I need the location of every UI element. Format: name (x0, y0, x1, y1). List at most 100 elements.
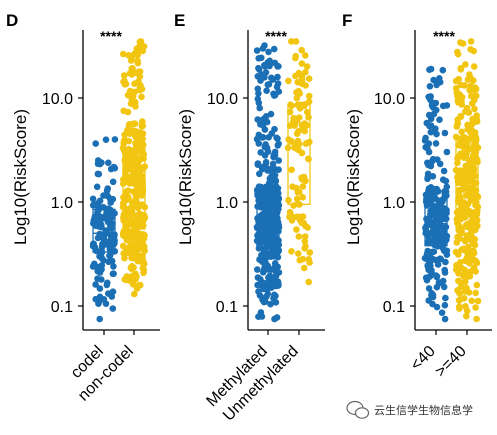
data-point (96, 269, 104, 276)
data-point (96, 315, 103, 323)
data-point (471, 146, 478, 154)
data-point (96, 212, 103, 220)
data-point (260, 251, 268, 258)
data-point (459, 180, 466, 187)
data-point (126, 87, 134, 95)
data-point (255, 288, 262, 295)
data-point (438, 309, 446, 317)
data-point (459, 40, 467, 47)
data-point (454, 92, 461, 100)
data-point (261, 63, 269, 70)
y-tick-label-F-2: 10.0 (374, 91, 405, 108)
box-D-0 (92, 208, 116, 253)
data-point (96, 285, 104, 292)
data-point (273, 134, 280, 142)
data-point (427, 207, 434, 215)
data-point (265, 203, 272, 211)
data-point (456, 303, 463, 311)
box-E-0 (256, 191, 280, 245)
data-point (301, 245, 309, 252)
data-point (443, 251, 451, 258)
data-point (128, 198, 136, 206)
data-point (298, 46, 306, 54)
data-point (141, 247, 148, 254)
data-point (264, 148, 272, 155)
data-point (274, 253, 282, 261)
data-point (441, 315, 449, 323)
data-point (255, 313, 262, 321)
data-point (474, 297, 482, 305)
data-point (302, 82, 309, 89)
data-point (299, 125, 306, 132)
data-point (102, 136, 110, 143)
data-point (463, 312, 470, 320)
y-axis-label-E: Log10(RiskScore) (176, 109, 195, 245)
data-point (133, 273, 140, 281)
data-point (264, 165, 272, 173)
data-point (473, 315, 480, 323)
data-point (429, 99, 436, 107)
wechat-icon (346, 400, 370, 419)
data-point (302, 68, 309, 76)
data-point (432, 272, 440, 279)
data-point (426, 239, 434, 246)
data-point (455, 270, 462, 277)
data-point (267, 300, 274, 308)
data-point (130, 120, 137, 127)
data-point (255, 281, 263, 289)
data-point (260, 298, 268, 306)
panel-label-E: E (174, 11, 185, 30)
data-point (274, 278, 282, 286)
data-point (96, 197, 104, 205)
data-point (285, 77, 292, 85)
data-point (254, 73, 262, 80)
data-point (457, 65, 465, 72)
data-point (102, 300, 110, 308)
data-point (139, 135, 146, 143)
data-point (271, 152, 279, 159)
data-point (459, 134, 466, 142)
significance-label-E: **** (265, 28, 287, 44)
data-point (261, 142, 269, 150)
data-point (135, 68, 142, 76)
data-point (271, 260, 279, 267)
data-point (424, 232, 431, 239)
data-point (427, 122, 435, 129)
watermark: 云生信学生物信息学 (346, 400, 473, 419)
data-point (433, 185, 441, 193)
data-point (267, 249, 275, 256)
panel-F: F **** Log10(RiskScore) 0.1 1.0 10.0 <40… (342, 11, 492, 381)
data-point (293, 195, 301, 203)
data-point (305, 75, 313, 82)
data-point (137, 144, 144, 151)
data-point (129, 65, 136, 72)
data-point (95, 223, 102, 230)
data-point (129, 221, 137, 229)
data-point (128, 241, 136, 248)
data-point (255, 140, 263, 147)
data-point (256, 104, 264, 112)
data-point (129, 151, 136, 158)
y-axis-label-D: Log10(RiskScore) (11, 109, 30, 245)
data-point (429, 173, 437, 180)
data-point (425, 263, 432, 270)
data-point (138, 93, 145, 101)
data-point (255, 64, 262, 72)
data-point (108, 246, 115, 253)
data-point (457, 81, 465, 89)
data-point (300, 173, 308, 181)
data-point (303, 63, 311, 70)
data-point (290, 202, 297, 209)
data-point (90, 240, 97, 248)
data-point (126, 232, 133, 240)
data-point (91, 260, 98, 268)
data-point (126, 165, 133, 173)
y-tick-label-D-2: 10.0 (42, 91, 73, 108)
data-point (105, 258, 112, 266)
data-point (263, 87, 270, 94)
data-point (472, 289, 480, 297)
data-point (441, 301, 449, 309)
data-point (297, 217, 304, 224)
data-point (255, 170, 263, 178)
